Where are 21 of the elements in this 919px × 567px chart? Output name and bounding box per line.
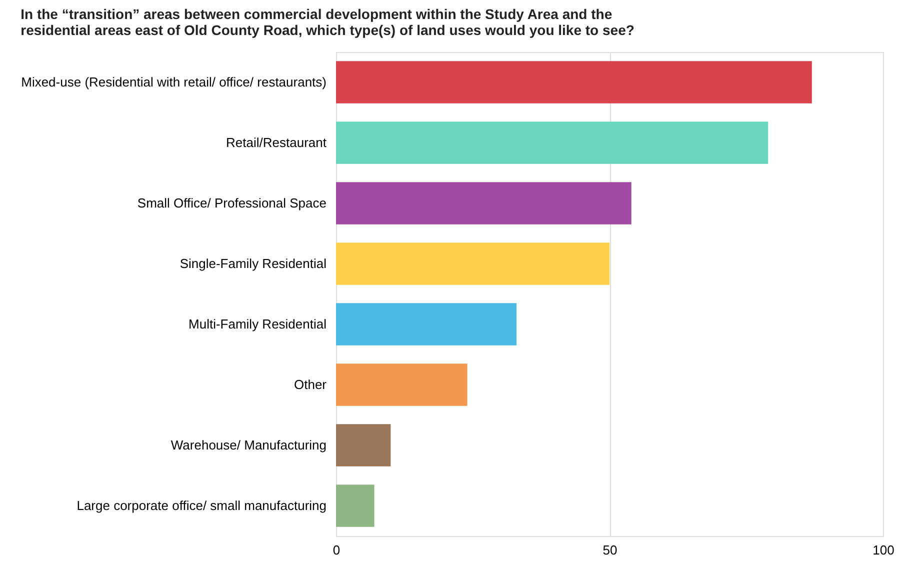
y-tick-label: Warehouse/ Manufacturing [170, 437, 326, 452]
bar [336, 182, 632, 224]
bar [336, 424, 391, 466]
y-tick-label: Large corporate office/ small manufacturing [76, 498, 326, 513]
bar [336, 364, 468, 406]
y-tick-label: Single-Family Residential [180, 256, 327, 271]
bar [336, 122, 768, 164]
x-tick-label: 0 [332, 542, 340, 558]
x-tick-label: 50 [602, 542, 618, 558]
y-tick-label: Small Office/ Professional Space [137, 195, 326, 210]
bar [336, 484, 374, 527]
text: In the “transition” areas between commercial development within the Study Area and the [20, 6, 612, 22]
y-tick-label: Mixed-use (Residential with retail/ office/ restaurants) [21, 74, 326, 90]
y-tick-label: Retail/Restaurant [226, 134, 327, 150]
bar [336, 61, 812, 104]
bar [336, 242, 610, 285]
bar [336, 303, 517, 346]
y-tick-label: Other [294, 376, 328, 392]
y-tick-label: Multi-Family Residential [188, 316, 327, 332]
x-tick-label: 100 [872, 542, 894, 558]
text: residential areas east of Old County Road, which type(s) of land uses would you like to see? [20, 22, 634, 38]
